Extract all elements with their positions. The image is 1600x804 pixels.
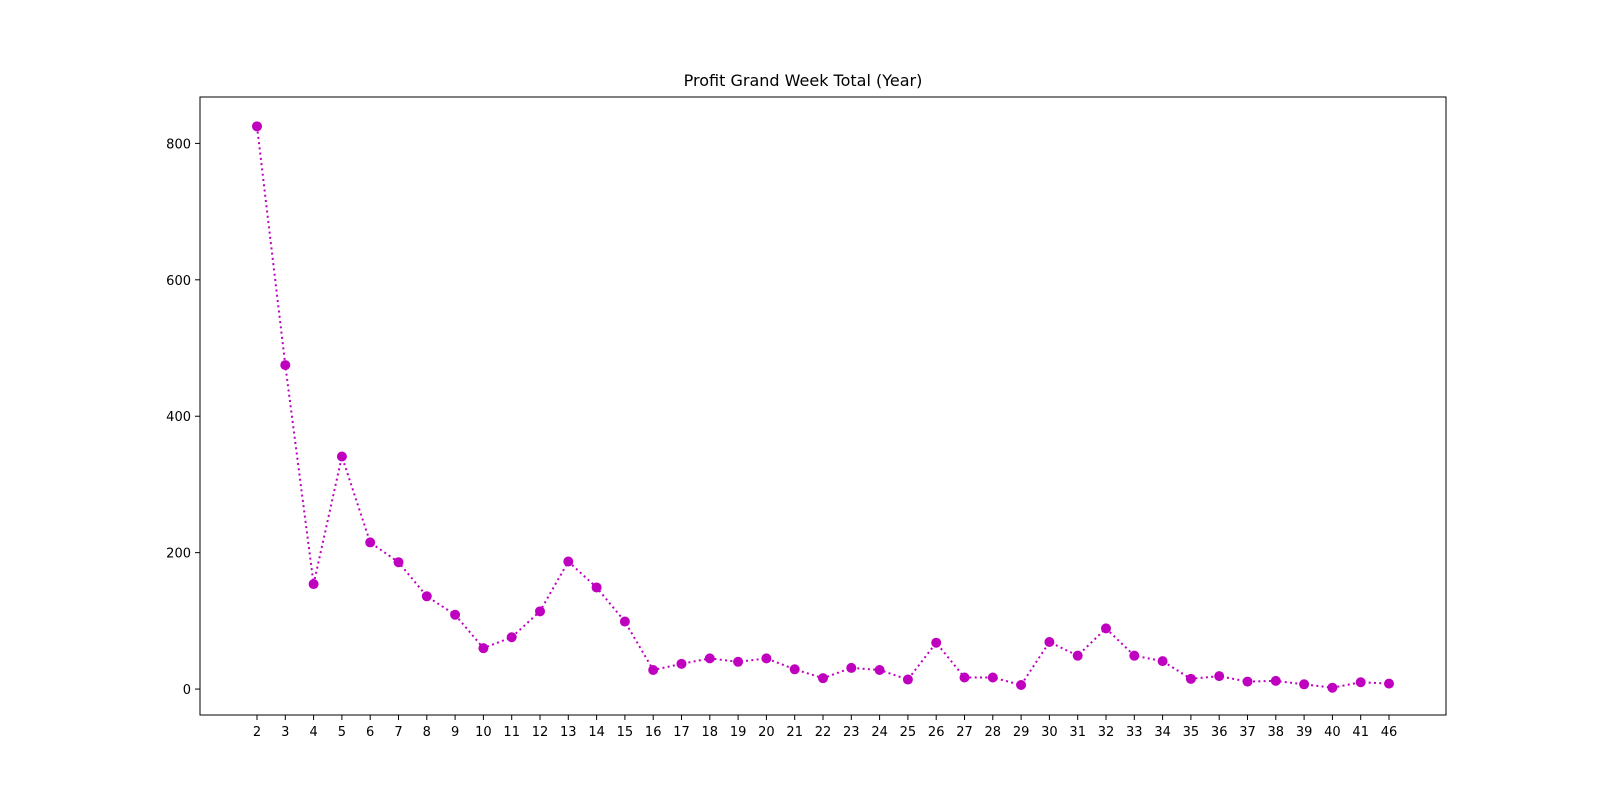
data-point <box>563 556 574 567</box>
x-tick-label: 38 <box>1268 725 1285 740</box>
data-point <box>676 658 687 669</box>
x-tick-label: 3 <box>281 725 289 740</box>
data-point <box>1214 671 1225 682</box>
data-point <box>421 591 432 602</box>
data-point <box>619 616 630 627</box>
x-tick-label: 2 <box>253 725 261 740</box>
data-point <box>1157 656 1168 667</box>
x-tick-label: 34 <box>1154 725 1171 740</box>
data-point <box>987 672 998 683</box>
data-point <box>280 360 291 371</box>
x-tick-label: 14 <box>588 725 605 740</box>
data-point <box>1016 679 1027 690</box>
x-tick-label: 12 <box>532 725 549 740</box>
x-tick-label: 27 <box>956 725 973 740</box>
y-tick-label: 800 <box>166 137 191 152</box>
x-tick-label: 26 <box>928 725 945 740</box>
data-point <box>704 653 715 664</box>
plot-frame <box>199 96 1447 716</box>
data-point <box>535 606 545 617</box>
data-point <box>761 653 772 664</box>
data-point <box>1101 623 1111 634</box>
data-point <box>1355 677 1366 688</box>
x-tick-label: 20 <box>758 725 775 740</box>
x-tick-label: 41 <box>1352 725 1369 740</box>
data-point <box>591 582 602 593</box>
x-tick-label: 24 <box>871 725 888 740</box>
data-point <box>1384 678 1394 689</box>
data-point <box>648 664 659 675</box>
x-tick-label: 32 <box>1098 725 1115 740</box>
x-tick-label: 29 <box>1013 725 1030 740</box>
data-point <box>336 451 347 462</box>
x-tick-label: 13 <box>560 725 577 740</box>
data-point <box>818 673 828 684</box>
chart-title: Profit Grand Week Total (Year) <box>684 71 923 90</box>
x-tick-label: 39 <box>1296 725 1313 740</box>
y-tick-label: 400 <box>166 410 191 425</box>
x-tick-label: 46 <box>1381 725 1398 740</box>
x-tick-label: 19 <box>730 725 747 740</box>
x-tick-label: 7 <box>394 725 402 740</box>
data-point <box>874 664 885 675</box>
series-line <box>256 126 1390 689</box>
data-point <box>902 674 913 685</box>
x-tick-label: 5 <box>338 725 346 740</box>
x-tick-label: 35 <box>1183 725 1200 740</box>
x-tick-label: 40 <box>1324 725 1341 740</box>
data-point <box>959 672 970 683</box>
data-point <box>478 643 489 654</box>
y-tick-label: 0 <box>183 683 191 698</box>
x-tick-label: 9 <box>451 725 459 740</box>
y-tick-label: 200 <box>166 547 191 562</box>
x-tick-label: 16 <box>645 725 662 740</box>
x-tick-label: 10 <box>475 725 492 740</box>
data-point <box>1072 650 1083 661</box>
data-point <box>846 662 857 673</box>
x-tick-label: 30 <box>1041 725 1058 740</box>
data-point <box>1044 637 1055 648</box>
data-point <box>1270 675 1281 686</box>
x-tick-label: 8 <box>423 725 431 740</box>
y-tick-label: 600 <box>166 274 191 289</box>
x-tick-label: 33 <box>1126 725 1143 740</box>
x-tick-label: 11 <box>503 725 520 740</box>
data-point <box>1299 679 1310 690</box>
data-point <box>1327 682 1338 693</box>
data-point <box>365 537 376 548</box>
x-tick-label: 17 <box>673 725 690 740</box>
x-tick-label: 37 <box>1239 725 1256 740</box>
data-point <box>931 637 942 648</box>
data-point <box>252 121 262 132</box>
x-tick-label: 22 <box>815 725 832 740</box>
x-tick-label: 23 <box>843 725 860 740</box>
x-tick-label: 25 <box>900 725 917 740</box>
x-tick-label: 4 <box>309 725 317 740</box>
data-point <box>1242 676 1253 687</box>
x-tick-label: 6 <box>366 725 374 740</box>
data-point <box>733 656 744 667</box>
data-point <box>1129 650 1140 661</box>
x-tick-label: 31 <box>1069 725 1086 740</box>
data-point <box>1185 673 1196 684</box>
data-point <box>450 609 461 620</box>
x-tick-label: 28 <box>985 725 1002 740</box>
data-point <box>789 664 800 675</box>
x-tick-label: 36 <box>1211 725 1228 740</box>
x-tick-label: 15 <box>617 725 634 740</box>
data-point <box>393 557 404 568</box>
data-point <box>506 632 517 643</box>
x-tick-label: 18 <box>702 725 719 740</box>
data-point <box>308 579 319 590</box>
x-tick-label: 21 <box>786 725 803 740</box>
